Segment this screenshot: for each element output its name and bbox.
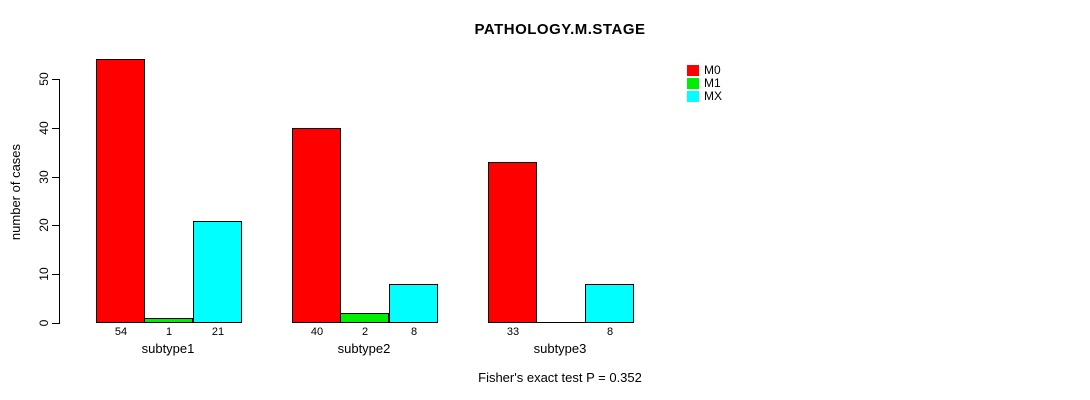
bar-value-label: 1 xyxy=(165,326,173,338)
x-category-label: subtype2 xyxy=(337,341,391,356)
bar-m0-subtype1 xyxy=(96,59,145,323)
y-tick-label: 40 xyxy=(37,121,51,135)
bar-mx-subtype1 xyxy=(193,221,242,323)
bar-value-label: 2 xyxy=(361,326,369,338)
fisher-test-annotation: Fisher's exact test P = 0.352 xyxy=(478,370,642,385)
y-tick xyxy=(52,128,59,129)
y-tick-label: 10 xyxy=(37,267,51,281)
legend-swatch-m1-icon xyxy=(687,78,699,89)
bar-value-label: 40 xyxy=(310,326,324,338)
bar-value-label: 8 xyxy=(410,326,418,338)
legend-swatch-mx-icon xyxy=(687,91,699,102)
bar-value-label: 54 xyxy=(114,326,128,338)
bar-m0-subtype2 xyxy=(292,128,341,323)
y-axis-line xyxy=(59,79,60,324)
bar-value-label: 33 xyxy=(506,326,520,338)
bar-m1-subtype2 xyxy=(340,313,389,323)
y-tick xyxy=(52,225,59,226)
chart-title: PATHOLOGY.M.STAGE xyxy=(474,21,646,38)
y-axis-label: number of cases xyxy=(8,143,23,241)
y-tick-label: 20 xyxy=(37,218,51,232)
x-category-label: subtype3 xyxy=(533,341,587,356)
x-category-label: subtype1 xyxy=(141,341,195,356)
bar-m0-subtype3 xyxy=(488,162,537,323)
y-tick-label: 0 xyxy=(37,319,51,327)
y-tick-label: 30 xyxy=(37,170,51,184)
legend-swatch-m0-icon xyxy=(687,65,699,76)
y-tick xyxy=(52,274,59,275)
legend: M0 M1 MX xyxy=(687,64,722,103)
legend-row-m1: M1 xyxy=(687,77,722,90)
legend-label-m1: M1 xyxy=(704,76,721,90)
legend-label-m0: M0 xyxy=(704,63,721,77)
y-tick xyxy=(52,177,59,178)
legend-row-m0: M0 xyxy=(687,64,722,77)
bar-value-label: 21 xyxy=(211,326,225,338)
bar-mx-subtype3 xyxy=(585,284,634,323)
legend-label-mx: MX xyxy=(704,89,722,103)
bar-m1-subtype3-zero-line xyxy=(536,322,585,323)
y-tick xyxy=(52,323,59,324)
y-tick xyxy=(52,79,59,80)
y-tick-label: 50 xyxy=(37,72,51,86)
bar-value-label: 8 xyxy=(606,326,614,338)
bar-m1-subtype1 xyxy=(144,318,193,323)
bar-mx-subtype2 xyxy=(389,284,438,323)
legend-row-mx: MX xyxy=(687,90,722,103)
